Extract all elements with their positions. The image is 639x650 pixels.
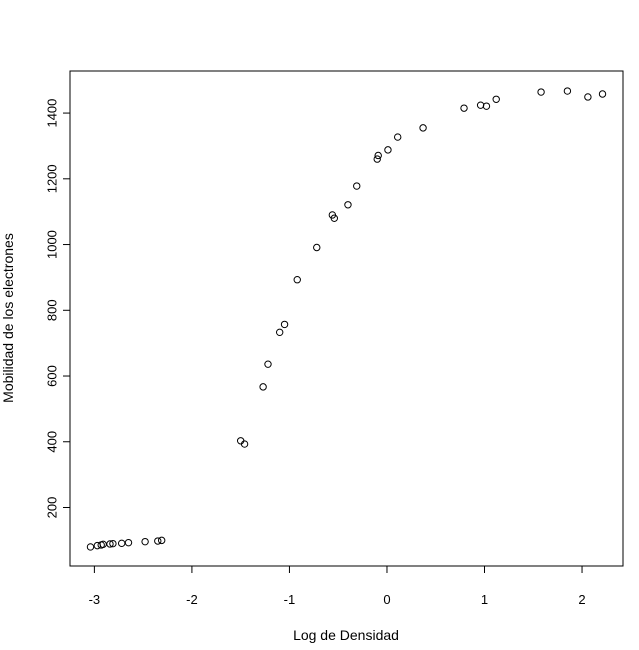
y-tick-label: 1000 — [45, 230, 60, 259]
data-point — [492, 95, 500, 103]
data-point — [344, 201, 352, 209]
data-point — [154, 537, 162, 545]
y-tick-label: 1400 — [45, 99, 60, 128]
data-point — [384, 146, 392, 154]
data-point — [598, 90, 607, 98]
data-point — [240, 440, 249, 448]
y-tick-label: 1200 — [45, 164, 60, 193]
data-point — [482, 102, 491, 110]
x-tick-label: -2 — [186, 592, 198, 607]
data-point — [109, 539, 117, 548]
data-point — [106, 540, 114, 548]
data-point — [373, 155, 381, 163]
data-point — [563, 87, 572, 95]
data-point — [293, 276, 301, 284]
data-point — [124, 538, 133, 547]
data-point — [259, 383, 267, 391]
x-tick-label: -1 — [284, 592, 296, 607]
data-point — [374, 151, 382, 160]
data-point — [537, 88, 545, 96]
data-point — [460, 104, 468, 112]
data-point — [280, 320, 289, 329]
data-point — [353, 182, 361, 190]
plot-frame — [69, 70, 624, 567]
y-tick-label: 200 — [45, 497, 60, 519]
data-point — [419, 124, 427, 132]
y-axis: 200 400 600 800 1000 1200 1400 — [45, 99, 71, 519]
data-point — [141, 537, 149, 546]
data-point — [330, 214, 339, 222]
data-point — [313, 243, 321, 252]
data-point — [476, 101, 485, 109]
x-tick-label: 0 — [383, 592, 390, 607]
data-point — [275, 328, 284, 337]
data-point — [584, 93, 592, 101]
data-points — [86, 87, 607, 551]
x-tick-label: -3 — [89, 592, 101, 607]
y-tick-label: 400 — [45, 431, 60, 453]
data-point — [86, 543, 95, 551]
data-point — [264, 360, 272, 368]
data-point — [157, 536, 166, 545]
y-axis-title: Mobilidad de los electrones — [0, 233, 16, 403]
y-tick-label: 800 — [45, 299, 60, 321]
x-axis: -3 -2 -1 0 1 2 — [89, 565, 586, 607]
x-tick-label: 2 — [578, 592, 585, 607]
y-tick-label: 600 — [45, 365, 60, 387]
data-point — [117, 539, 126, 548]
data-point — [394, 133, 402, 141]
x-tick-label: 1 — [481, 592, 488, 607]
x-axis-title: Log de Densidad — [293, 627, 399, 643]
